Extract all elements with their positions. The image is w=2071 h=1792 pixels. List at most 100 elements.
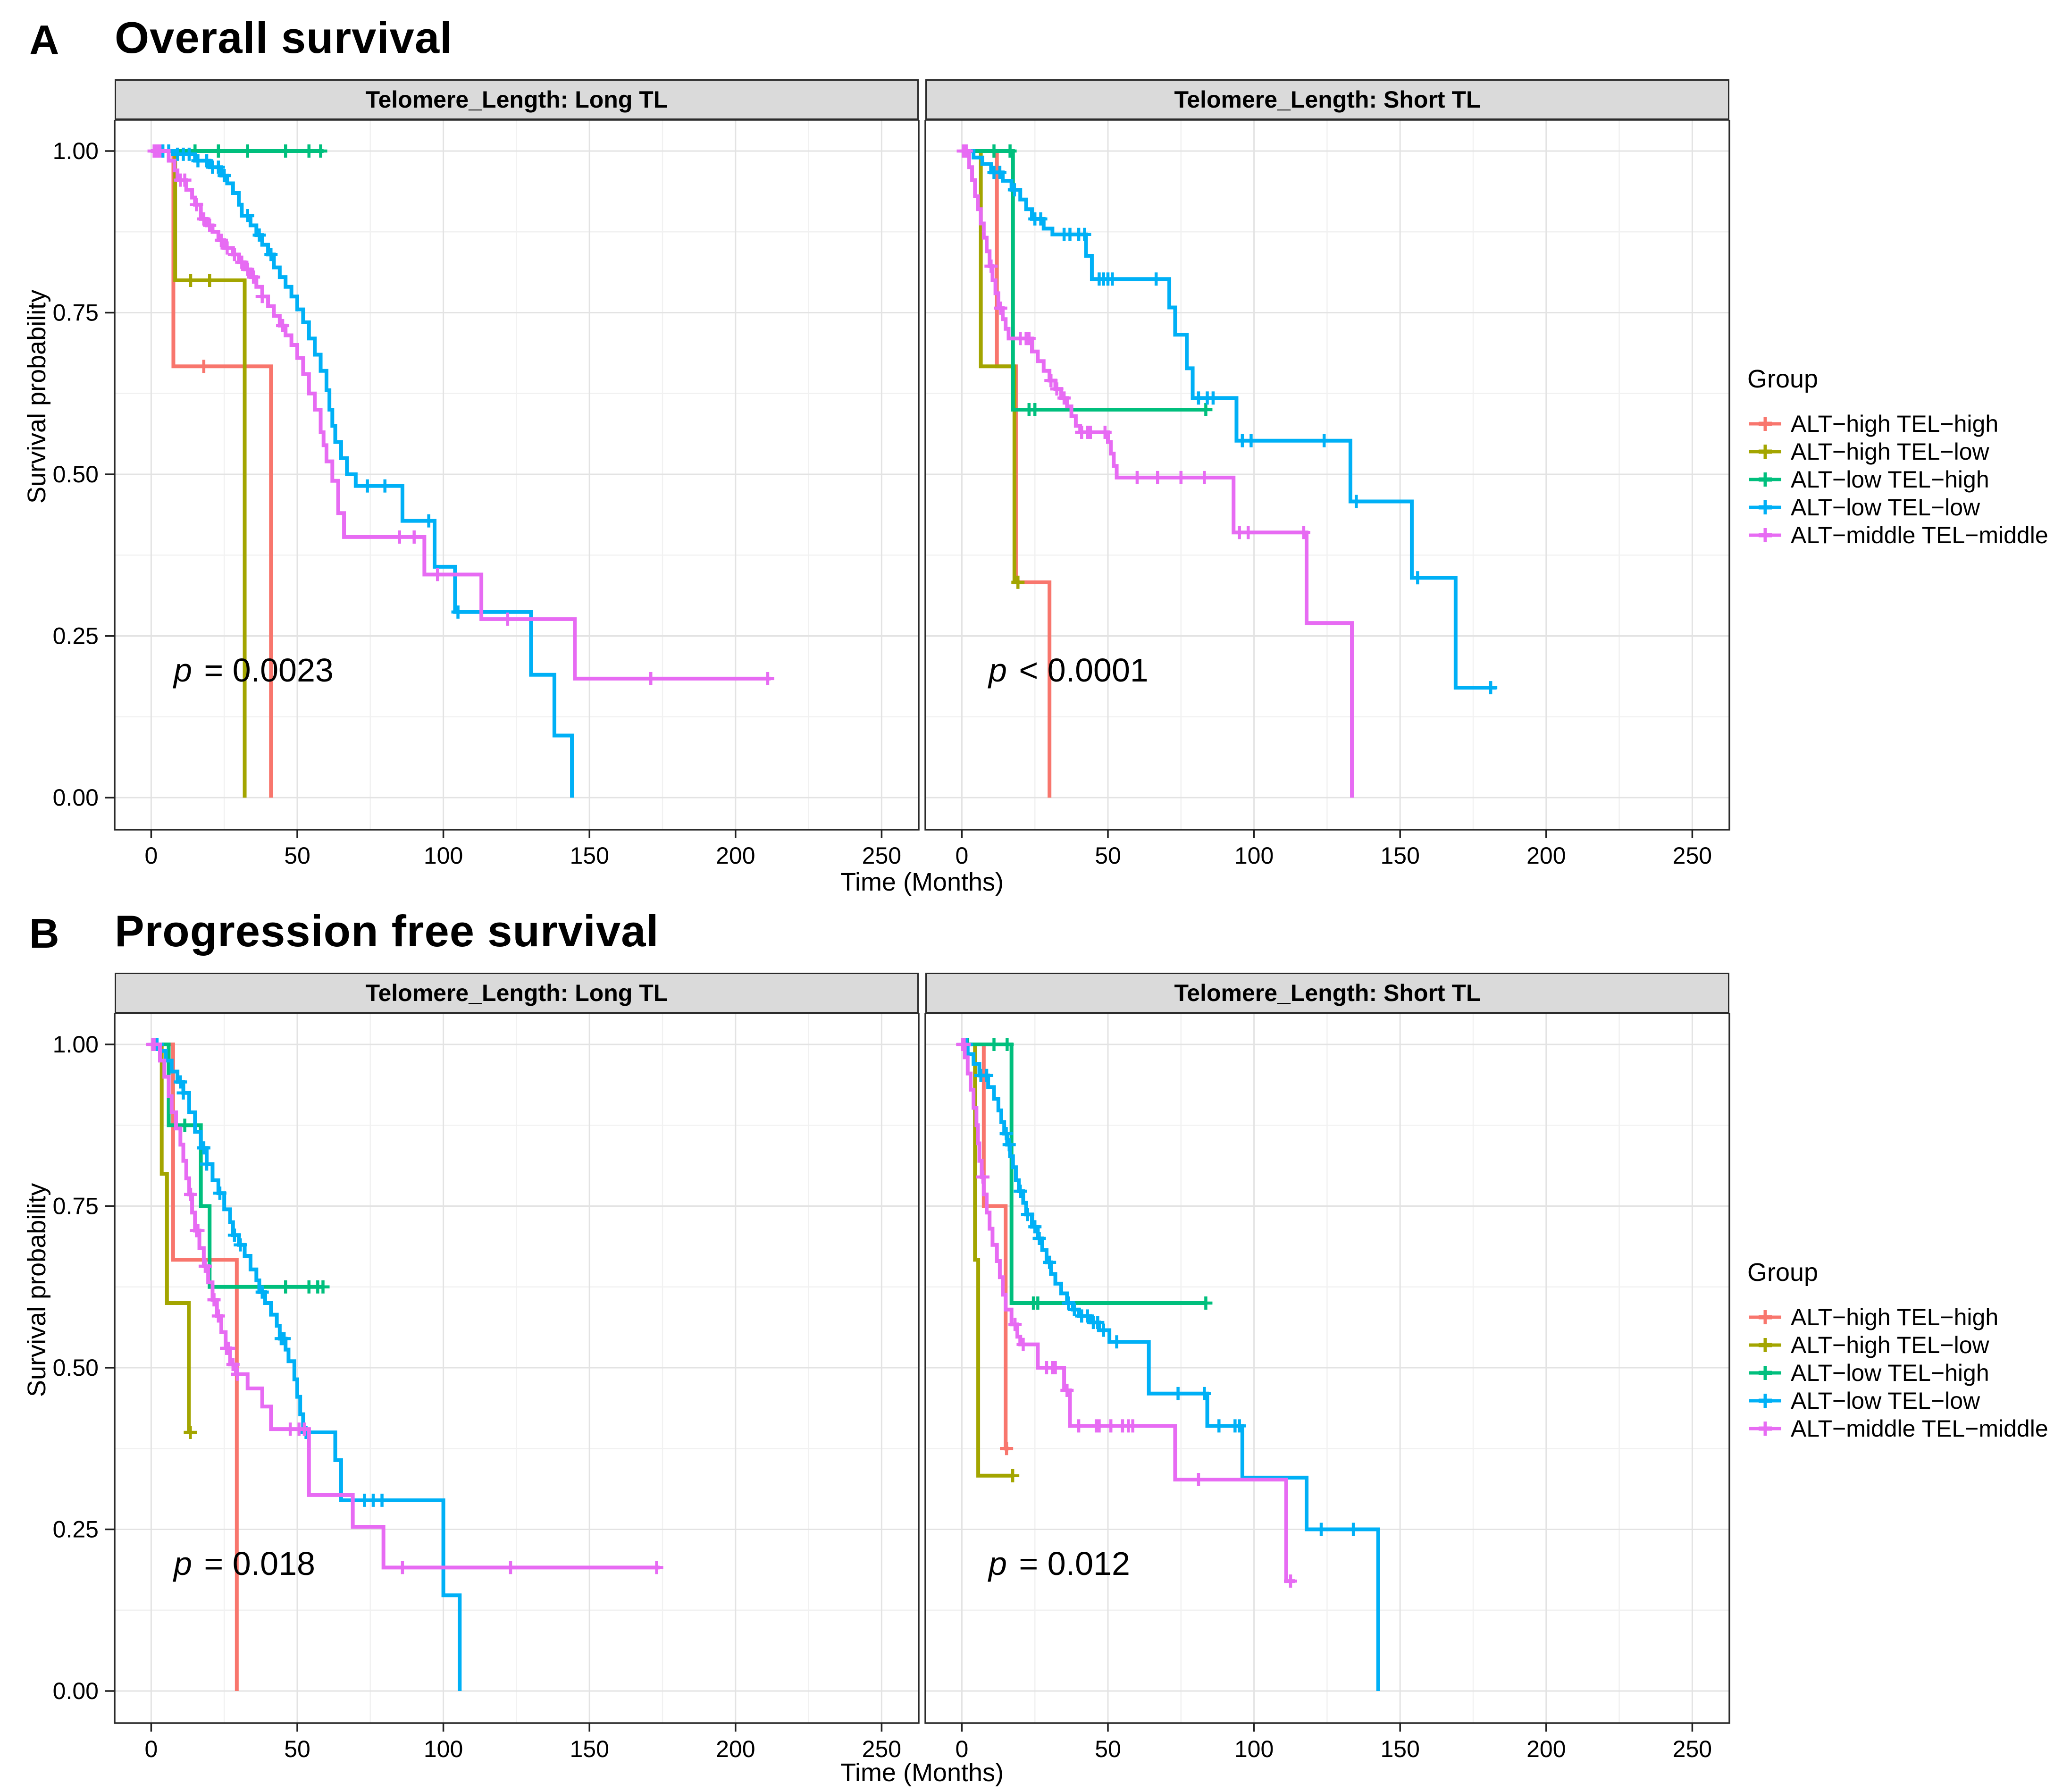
x-tick-label: 150 bbox=[1380, 1736, 1419, 1762]
x-tick-label: 50 bbox=[1095, 842, 1121, 869]
panel-b-letter: B bbox=[29, 910, 59, 957]
legend-label: ALT−middle TEL−middle bbox=[1791, 522, 2048, 548]
legend-title: Group bbox=[1747, 365, 1819, 393]
legend-item-alt-high-tel-low: ALT−high TEL−low bbox=[1747, 1331, 2068, 1359]
legend-item-alt-low-tel-low: ALT−low TEL−low bbox=[1747, 493, 2068, 521]
x-tick-label: 150 bbox=[570, 1736, 609, 1762]
panel-b-heading: Progression free survival bbox=[115, 906, 659, 956]
x-tick-label: 250 bbox=[862, 842, 901, 869]
x-axis-title-b: Time (Months) bbox=[840, 1758, 1004, 1787]
x-tick-label: 150 bbox=[570, 842, 609, 869]
legend-item-alt-low-tel-high: ALT−low TEL−high bbox=[1747, 1359, 2068, 1387]
censor-marks bbox=[1000, 1442, 1014, 1455]
x-tick-label: 100 bbox=[1234, 1736, 1274, 1762]
y-tick-label: 0.00 bbox=[53, 1678, 99, 1704]
x-tick-label: 150 bbox=[1380, 842, 1419, 869]
legend-item-alt-middle-tel-middle: ALT−middle TEL−middle bbox=[1747, 1414, 2068, 1442]
km-line-key-icon bbox=[1749, 1393, 1781, 1408]
x-tick-label: 0 bbox=[955, 842, 968, 869]
x-axis-title-a: Time (Months) bbox=[840, 868, 1004, 896]
x-axis-ticks: 0 50 100 150 200 250 bbox=[955, 830, 1712, 869]
panel-a-heading: Overall survival bbox=[115, 13, 453, 62]
legend-item-alt-low-tel-low: ALT−low TEL−low bbox=[1747, 1387, 2068, 1414]
y-tick-label: 0.50 bbox=[53, 1355, 99, 1381]
censor-marks bbox=[1006, 1469, 1020, 1482]
censor-marks bbox=[956, 1038, 1297, 1588]
censor-marks bbox=[1011, 575, 1025, 589]
p-value-text: = 0.012 bbox=[1009, 1545, 1130, 1582]
km-line-key-icon bbox=[1749, 444, 1781, 459]
x-tick-label: 100 bbox=[424, 842, 463, 869]
facet-A-1: 0 50 100 150 200 250 bbox=[924, 120, 1730, 869]
km-curves bbox=[956, 1038, 1380, 1691]
y-tick-label: 0.25 bbox=[53, 623, 99, 649]
panel-b-km-plot: 0 50 100 150 200 250 1.00 0.75 0.50 0.25 0.00 0 50 10… bbox=[53, 1013, 1730, 1762]
x-tick-label: 50 bbox=[284, 1736, 310, 1762]
p-value-a-short: p < 0.0001 bbox=[989, 651, 1149, 689]
p-value-text: = 0.018 bbox=[194, 1545, 315, 1582]
km-curves bbox=[956, 144, 1498, 798]
km-line-key-icon bbox=[1749, 1310, 1781, 1324]
censor-marks bbox=[146, 1038, 663, 1574]
panel-a-km-plot: 0 50 100 150 200 250 1.00 0.75 0.50 0.25 0.00 0 50 10… bbox=[53, 120, 1730, 869]
censor-marks bbox=[197, 360, 210, 373]
gridlines bbox=[925, 120, 1729, 830]
p-italic: p bbox=[989, 652, 1007, 689]
censor-marks bbox=[957, 1038, 1360, 1536]
km-curves bbox=[147, 144, 774, 798]
km-line-key-icon bbox=[1749, 1338, 1781, 1352]
legend-label: ALT−high TEL−high bbox=[1791, 1304, 1999, 1330]
censor-marks bbox=[184, 274, 217, 287]
legend-label: ALT−middle TEL−middle bbox=[1791, 1415, 2048, 1442]
legend-label: ALT−low TEL−high bbox=[1791, 466, 1989, 493]
y-axis-ticks: 1.00 0.75 0.50 0.25 0.00 bbox=[53, 1031, 115, 1704]
y-axis-ticks: 1.00 0.75 0.50 0.25 0.00 bbox=[53, 138, 115, 811]
y-tick-label: 0.00 bbox=[53, 784, 99, 811]
y-tick-label: 1.00 bbox=[53, 138, 99, 164]
x-tick-label: 200 bbox=[716, 1736, 755, 1762]
p-value-text: < 0.0001 bbox=[1009, 652, 1149, 689]
legend-label: ALT−high TEL−low bbox=[1791, 1331, 1989, 1358]
legend-item-alt-high-tel-low: ALT−high TEL−low bbox=[1747, 437, 2068, 465]
p-value-text: = 0.0023 bbox=[194, 652, 334, 689]
legend-a: Group ALT−high TEL−high ALT−high TEL−low… bbox=[1747, 364, 2068, 549]
panel-a-letter: A bbox=[29, 17, 59, 63]
x-tick-label: 200 bbox=[716, 842, 755, 869]
legend-item-alt-high-tel-high: ALT−high TEL−high bbox=[1747, 1303, 2068, 1331]
p-italic: p bbox=[174, 1545, 192, 1582]
gridlines bbox=[115, 1013, 919, 1723]
x-tick-label: 200 bbox=[1526, 842, 1566, 869]
legend-label: ALT−high TEL−high bbox=[1791, 410, 1999, 437]
y-axis-title-a: Survival probability bbox=[23, 289, 51, 504]
censor-marks bbox=[147, 144, 774, 685]
legend-b: Group ALT−high TEL−high ALT−high TEL−low… bbox=[1747, 1258, 2068, 1442]
y-tick-label: 0.75 bbox=[53, 300, 99, 326]
km-line-key-icon bbox=[1749, 528, 1781, 542]
panel-border bbox=[924, 1013, 1730, 1724]
censor-marks bbox=[184, 1426, 197, 1439]
y-tick-label: 0.75 bbox=[53, 1193, 99, 1220]
x-axis-ticks: 0 50 100 150 200 250 bbox=[144, 1723, 901, 1762]
x-axis-ticks: 0 50 100 150 200 250 bbox=[955, 1723, 1712, 1762]
y-axis-title-b: Survival probability bbox=[23, 1183, 51, 1397]
legend-label: ALT−low TEL−low bbox=[1791, 1387, 1980, 1414]
gridlines bbox=[115, 120, 919, 830]
x-tick-label: 250 bbox=[1673, 1736, 1712, 1762]
x-tick-label: 100 bbox=[424, 1736, 463, 1762]
facet-B-1: 0 50 100 150 200 250 bbox=[924, 1013, 1730, 1762]
x-tick-label: 100 bbox=[1234, 842, 1274, 869]
y-tick-label: 0.50 bbox=[53, 461, 99, 488]
y-tick-label: 1.00 bbox=[53, 1031, 99, 1058]
facet-A-0: 0 50 100 150 200 250 1.00 0.75 0.50 0.25 0.00 bbox=[53, 120, 920, 869]
x-tick-label: 200 bbox=[1526, 1736, 1566, 1762]
km-line-key-icon bbox=[1749, 416, 1781, 431]
censor-marks bbox=[987, 166, 1498, 695]
p-value-b-long: p = 0.018 bbox=[174, 1545, 315, 1582]
x-tick-label: 50 bbox=[1095, 1736, 1121, 1762]
legend-label: ALT−low TEL−low bbox=[1791, 494, 1980, 521]
facet-B-0: 0 50 100 150 200 250 1.00 0.75 0.50 0.25 0.00 bbox=[53, 1013, 920, 1762]
km-line-key-icon bbox=[1749, 472, 1781, 487]
legend-title: Group bbox=[1747, 1258, 1819, 1287]
km-line-key-icon bbox=[1749, 1421, 1781, 1436]
